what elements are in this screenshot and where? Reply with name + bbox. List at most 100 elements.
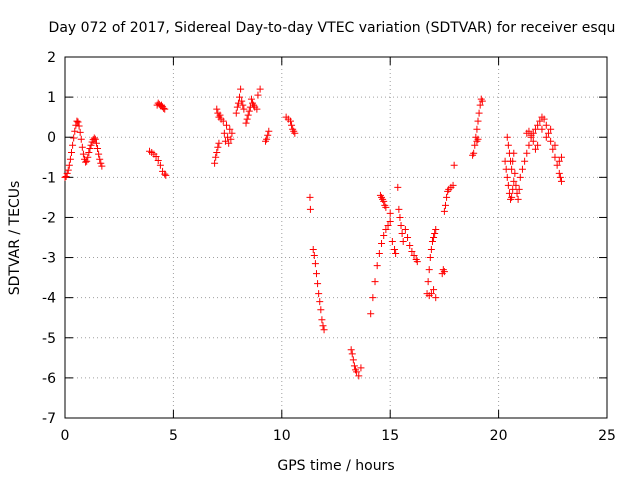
data-point [510,177,518,185]
data-point [86,144,94,152]
data-point [556,173,564,181]
data-point [212,153,220,161]
data-point [291,129,299,137]
x-tick-label: 25 [598,428,616,444]
grid-lines [65,57,607,418]
data-point [509,157,517,165]
data-point [529,137,537,145]
data-point [432,225,440,233]
data-point [65,161,73,169]
data-point [215,139,223,147]
data-point [504,181,512,189]
data-point [232,109,240,117]
data-point [527,131,535,139]
data-point [514,195,522,203]
data-point [91,135,99,143]
data-point [397,221,405,229]
data-point [523,149,531,157]
data-point [540,115,548,123]
data-point [427,290,435,298]
data-point [286,117,294,125]
data-point [214,143,222,151]
data-point [406,242,414,250]
data-point [94,144,102,152]
data-point [525,127,533,135]
x-tick-label: 15 [381,428,399,444]
data-point [513,189,521,197]
data-point [536,117,544,125]
data-point [557,153,565,161]
data-point [306,193,314,201]
data-point [404,234,412,241]
data-point [371,278,379,286]
data-point [373,262,381,270]
data-point [233,103,241,111]
y-tick-label: -4 [42,291,56,307]
data-point [162,171,170,179]
y-axis-label: SDTVAR / TECUs [7,181,23,296]
y-tick-label: -6 [42,371,56,387]
data-point [85,148,93,156]
data-point [531,125,539,133]
data-point [399,238,407,246]
data-point [392,250,400,258]
y-tick-label: 1 [47,90,56,106]
data-point [384,221,392,229]
data-point [382,203,390,211]
data-point [242,119,250,127]
data-point [236,93,244,101]
y-tick-label: -1 [42,170,56,186]
data-point [237,85,245,93]
data-point [62,173,70,181]
data-point [244,111,252,119]
y-tick-label: -7 [42,411,56,427]
data-point [310,252,318,260]
data-point [426,254,434,262]
data-point [478,97,486,105]
data-point [312,270,320,278]
data-point [90,134,98,142]
x-tick-label: 10 [273,428,291,444]
data-point [349,356,357,364]
data-point [380,197,388,205]
data-point [253,105,261,113]
data-point [440,207,448,215]
data-point [449,181,457,189]
data-point [82,158,90,166]
data-point [542,133,550,141]
data-point [220,129,228,137]
data-point [347,346,355,354]
data-point [350,362,358,370]
data-point [413,258,421,266]
data-point [73,117,81,125]
data-point [544,129,552,137]
data-point [553,161,561,169]
data-point [154,156,162,164]
data-point [410,252,418,260]
data-point [84,153,92,161]
data-point [443,193,451,201]
data-point [228,129,236,137]
data-point [431,229,439,237]
data-point [319,322,327,330]
data-point [245,107,253,115]
data-point [353,368,361,376]
data-point [441,201,449,209]
data-point [317,306,325,314]
data-point [531,145,539,153]
x-tick-label: 20 [490,428,508,444]
y-tick-label: -2 [42,210,56,226]
data-point [239,101,247,109]
data-point [380,231,388,239]
data-point [474,135,482,143]
data-point [314,280,322,288]
data-point [555,169,563,177]
y-tick-label: -5 [42,331,56,347]
data-point [95,150,103,158]
data-point [315,290,323,298]
data-point [213,105,221,113]
data-point [547,137,555,145]
data-point [320,326,328,334]
data-point [450,161,458,169]
